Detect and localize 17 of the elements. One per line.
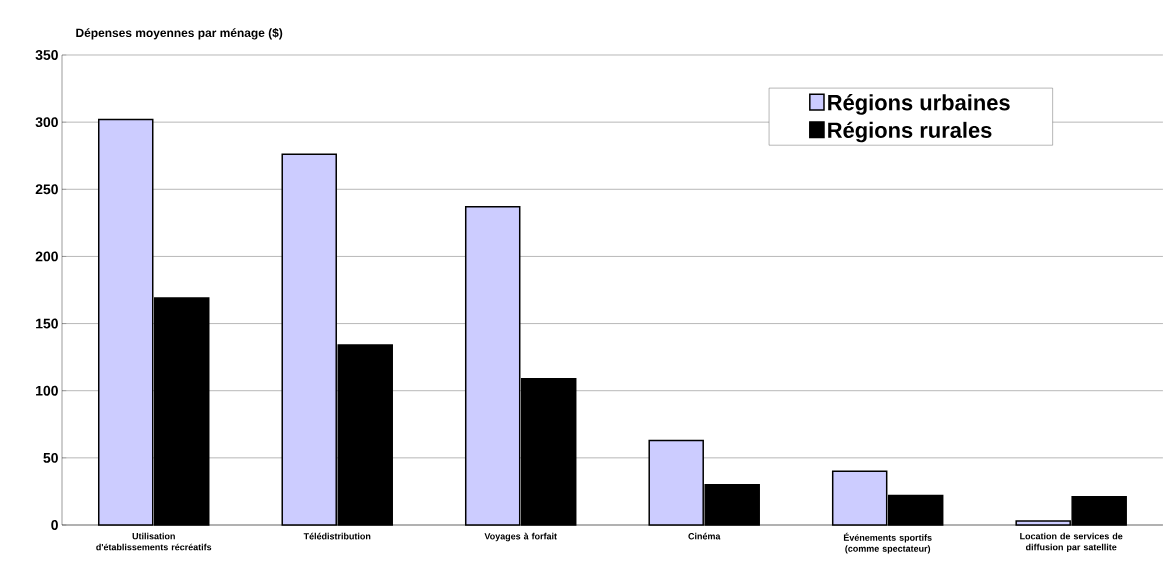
y-tick-label: 200 [35,251,58,262]
x-tick-label: Événements sportifs (comme spectateur) [843,532,932,554]
legend-label: Régions urbaines [828,94,1010,115]
y-tick-label: 50 [43,452,58,463]
x-tick-label: Location de services de diffusion par satellite [1020,532,1123,553]
y-tick-label: 100 [36,385,58,396]
y-tick-label: 300 [35,117,58,128]
x-tick-label: Utilisation d'établissements récréatifs [96,532,212,551]
chart-title: Dépenses moyennes par ménage ($) [76,28,283,40]
x-tick-label: Voyages à forfait [484,532,557,542]
y-tick-label: 0 [51,520,58,530]
y-tick-label: 150 [36,318,58,329]
y-tick-label: 250 [35,184,58,195]
legend-label: Régions rurales [828,121,992,143]
y-tick-label: 350 [35,50,58,60]
x-tick-label: Télédistribution [303,532,371,540]
x-tick-label: Cinéma [688,532,721,540]
